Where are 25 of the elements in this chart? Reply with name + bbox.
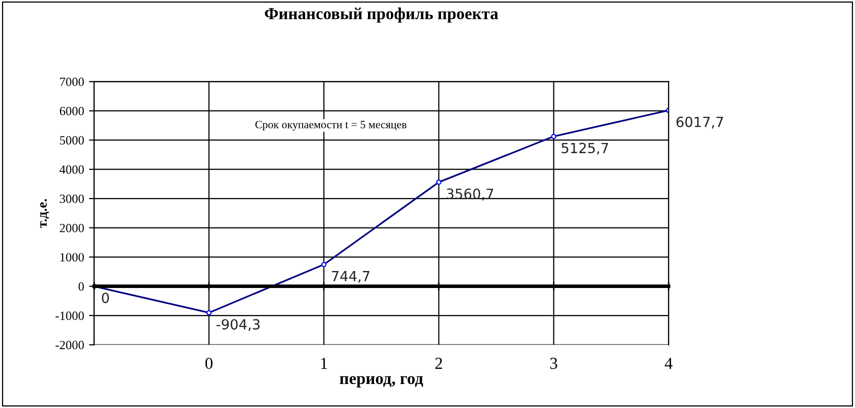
- y-tick-label: 0: [78, 282, 84, 291]
- text: 3560,7: [446, 188, 494, 200]
- y-tick-label: 2000: [60, 224, 84, 232]
- y-tick-label: 6000: [60, 106, 84, 116]
- x-axis-title: период, год: [340, 376, 424, 388]
- annotation: Срок окупаемости t = 5 месяцев: [255, 120, 406, 131]
- text: 5125,7: [562, 142, 608, 155]
- text: 0: [102, 292, 109, 304]
- x-tick-label: 4: [664, 358, 673, 369]
- text: 6017,7: [676, 116, 723, 129]
- y-tick-label: 4000: [60, 165, 84, 174]
- x-tick-label: 1: [321, 358, 328, 369]
- text: -904,3: [216, 319, 260, 332]
- x-tick-label: 2: [435, 358, 442, 369]
- chart-title: Финансовый профиль проекта: [264, 8, 498, 23]
- x-tick-label: 3: [550, 358, 558, 369]
- y-axis-title: т.д.е.: [40, 199, 50, 228]
- y-tick-label: 1000: [60, 253, 84, 262]
- y-tick-label: 5000: [60, 136, 84, 145]
- text: 744,7: [332, 271, 370, 283]
- y-tick-label: 7000: [60, 78, 84, 86]
- y-tick-label: -1000: [56, 312, 84, 320]
- y-tick-label: 3000: [60, 194, 84, 204]
- y-tick-label: -2000: [56, 340, 84, 350]
- x-tick-label: 0: [205, 358, 212, 369]
